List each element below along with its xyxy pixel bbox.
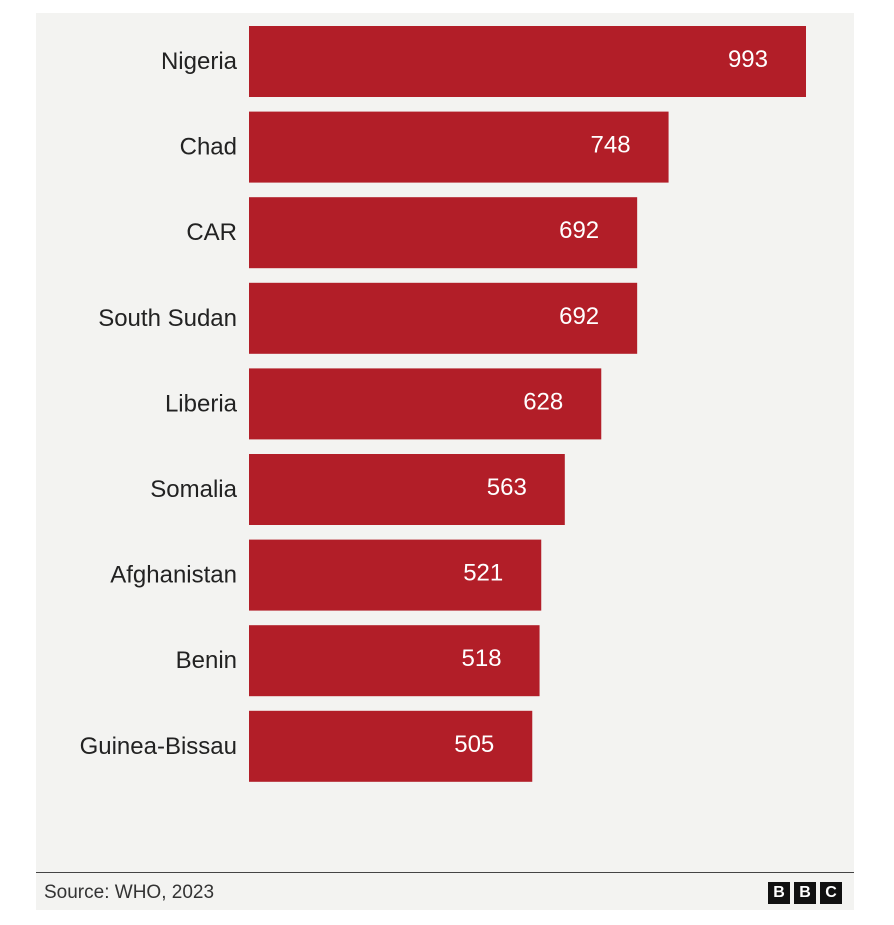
bar-guinea-bissau [249, 710, 533, 782]
bars-layer [249, 26, 806, 782]
category-label: South Sudan [98, 305, 237, 332]
category-label: Benin [176, 647, 237, 674]
category-label: Liberia [165, 390, 238, 417]
value-label: 518 [462, 645, 502, 672]
category-label: Nigeria [161, 48, 238, 75]
value-labels: 993 748 692 692 628 563 521 518 505 [454, 46, 768, 758]
value-label: 692 [559, 217, 599, 244]
logo-letter-3: C [820, 882, 842, 904]
footer-divider [36, 872, 854, 873]
bar-benin [249, 625, 540, 697]
bar-car [249, 197, 638, 269]
logo-letter-2: B [794, 882, 816, 904]
bar-chad [249, 111, 669, 183]
source-note: Source: WHO, 2023 [44, 882, 215, 903]
value-label: 563 [487, 474, 527, 501]
logo-letter-1: B [768, 882, 790, 904]
bar-nigeria [249, 26, 806, 97]
category-labels: Nigeria Chad CAR South Sudan Liberia Somalia A… [80, 48, 238, 760]
bbc-logo: B B C [768, 882, 842, 904]
bar-south-sudan [249, 282, 638, 354]
category-label: CAR [186, 219, 237, 246]
category-label: Somalia [150, 476, 237, 503]
value-label: 748 [591, 132, 631, 159]
category-label: Afghanistan [110, 562, 237, 589]
value-label: 993 [728, 46, 768, 73]
value-label: 505 [454, 731, 494, 758]
category-label: Chad [180, 134, 237, 161]
bar-afghanistan [249, 539, 542, 611]
value-label: 692 [559, 303, 599, 330]
value-label: 521 [463, 560, 503, 587]
bar-somalia [249, 454, 565, 525]
value-label: 628 [523, 388, 563, 415]
category-label: Guinea-Bissau [80, 733, 237, 760]
bar-liberia [249, 368, 602, 440]
